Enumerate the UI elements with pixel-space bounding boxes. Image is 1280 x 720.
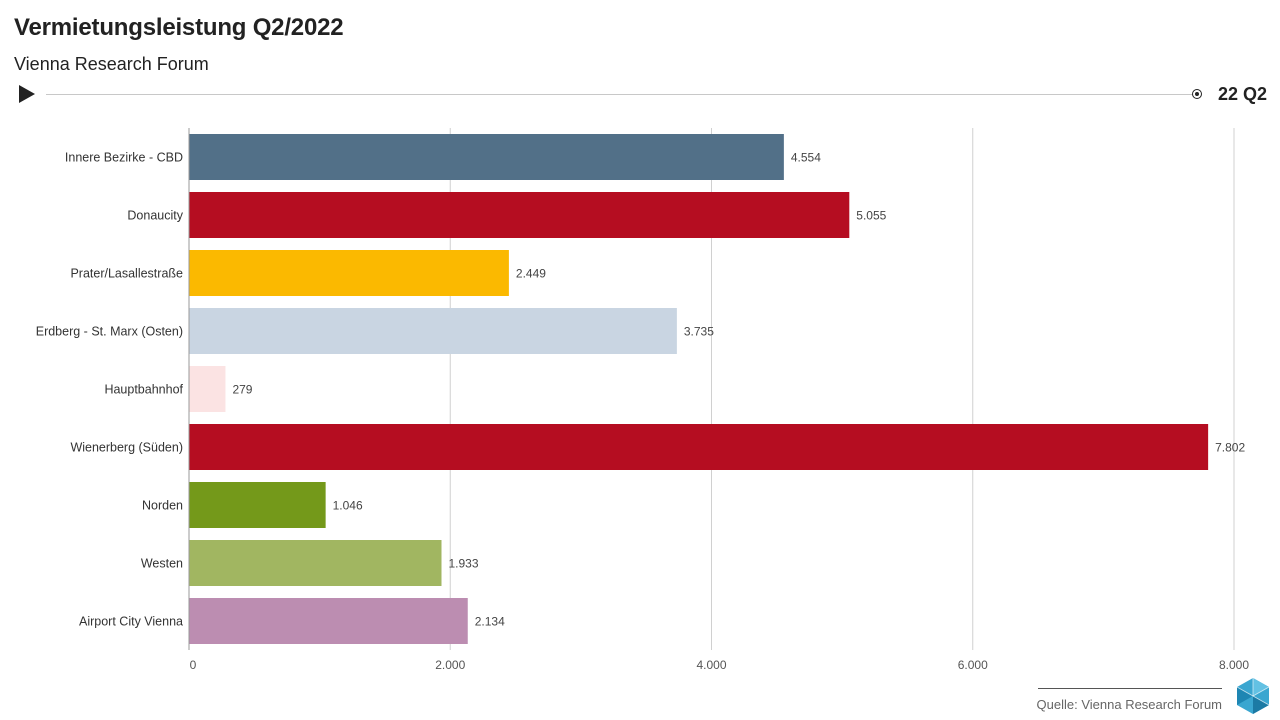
value-label: 3.735: [684, 325, 714, 339]
category-label: Donaucity: [127, 209, 183, 223]
value-label: 279: [232, 383, 252, 397]
bar: [189, 250, 509, 296]
bar: [189, 482, 326, 528]
category-label: Prater/Lasallestraße: [70, 267, 183, 281]
category-label: Wienerberg (Süden): [70, 441, 183, 455]
category-label: Innere Bezirke - CBD: [65, 151, 183, 165]
timeline-track[interactable]: [46, 94, 1196, 95]
value-label: 2.449: [516, 267, 546, 281]
timeline-slider[interactable]: 22 Q2: [0, 80, 1280, 110]
value-label: 4.554: [791, 151, 821, 165]
chart-title: Vermietungsleistung Q2/2022: [14, 14, 344, 41]
source-note: Quelle: Vienna Research Forum: [1036, 697, 1222, 712]
x-tick-label: 8.000: [1219, 658, 1249, 672]
x-tick-label: 4.000: [696, 658, 726, 672]
bar: [189, 308, 677, 354]
category-label: Hauptbahnhof: [104, 383, 183, 397]
brand-logo-icon: [1236, 678, 1270, 714]
bar: [189, 134, 784, 180]
value-label: 2.134: [475, 615, 505, 629]
category-label: Norden: [142, 499, 183, 513]
play-icon[interactable]: [19, 85, 35, 103]
bar: [189, 192, 850, 238]
x-tick-label: 2.000: [435, 658, 465, 672]
bar: [189, 366, 226, 412]
value-label: 1.046: [333, 499, 363, 513]
x-tick-label: 6.000: [958, 658, 988, 672]
category-label: Westen: [141, 557, 183, 571]
value-label: 1.933: [448, 557, 478, 571]
bar: [189, 424, 1209, 470]
x-tick-label: 0: [190, 658, 197, 672]
timeline-handle[interactable]: [1192, 89, 1202, 99]
category-label: Airport City Vienna: [79, 615, 183, 629]
value-label: 7.802: [1215, 441, 1245, 455]
current-period-label: 22 Q2: [1218, 84, 1268, 104]
bar: [189, 540, 442, 586]
category-label: Erdberg - St. Marx (Osten): [36, 325, 183, 339]
chart-subtitle: Vienna Research Forum: [14, 54, 209, 74]
value-label: 5.055: [856, 209, 886, 223]
bar: [189, 598, 468, 644]
footer-divider: [1038, 688, 1222, 689]
